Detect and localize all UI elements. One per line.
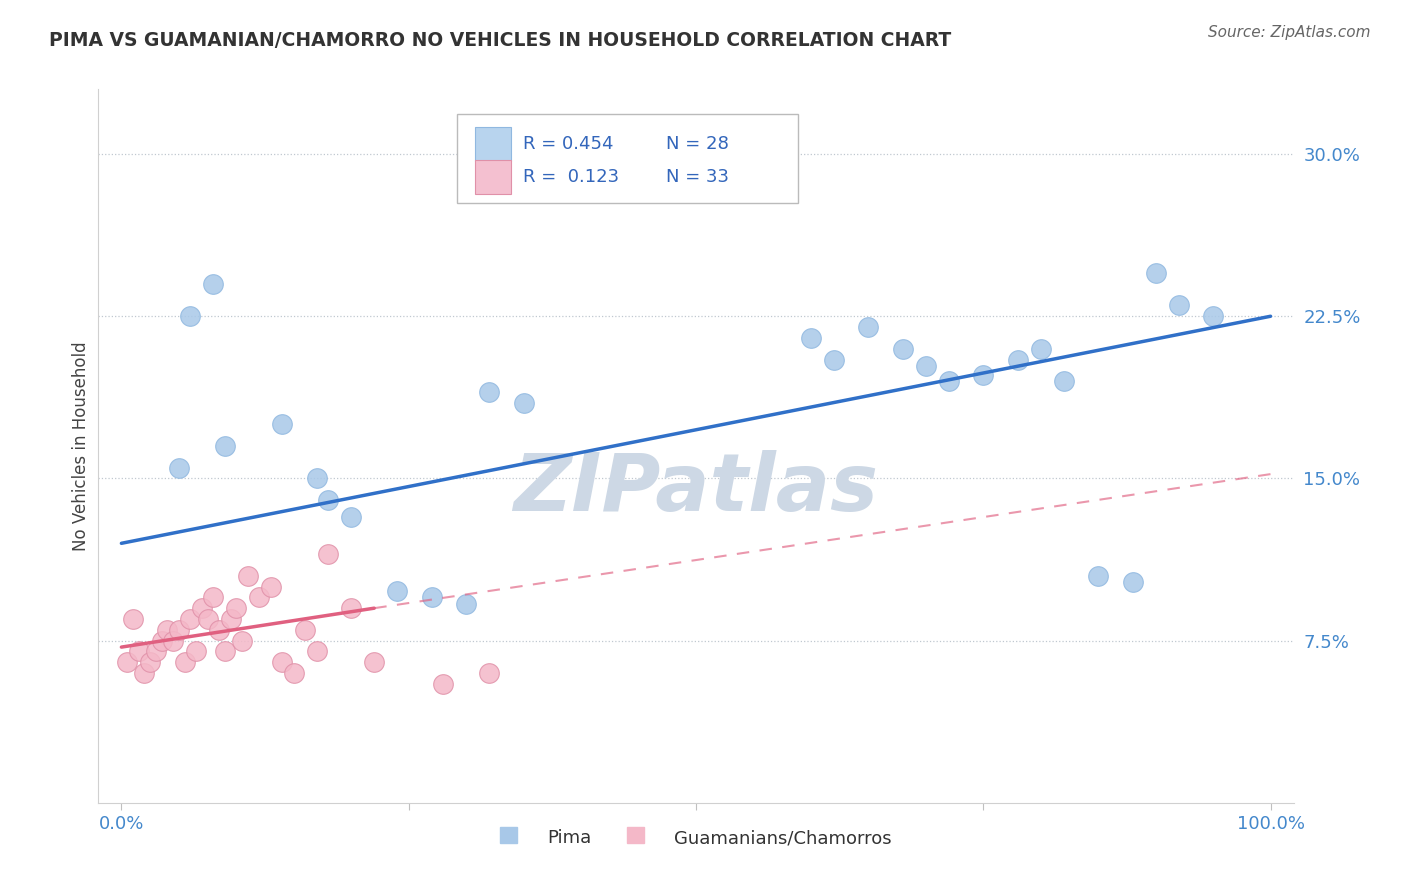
Point — [478, 384, 501, 399]
Point — [420, 591, 443, 605]
Point — [179, 612, 201, 626]
Point — [197, 612, 219, 626]
Point — [173, 655, 195, 669]
Point — [1167, 298, 1189, 312]
Point — [122, 612, 145, 626]
Point — [1087, 568, 1109, 582]
Bar — [475, 160, 510, 194]
Point — [914, 359, 936, 373]
Point — [1029, 342, 1052, 356]
Point — [1122, 575, 1144, 590]
Point — [236, 568, 259, 582]
Point — [340, 601, 363, 615]
Point — [283, 666, 305, 681]
Point — [214, 644, 236, 658]
Point — [115, 655, 138, 669]
Point — [823, 352, 845, 367]
Point — [800, 331, 823, 345]
Point — [305, 644, 328, 658]
Text: R = 0.454: R = 0.454 — [523, 135, 613, 153]
Point — [340, 510, 363, 524]
Text: Source: ZipAtlas.com: Source: ZipAtlas.com — [1208, 25, 1371, 40]
Point — [363, 655, 385, 669]
Point — [305, 471, 328, 485]
Point — [231, 633, 253, 648]
Point — [271, 417, 294, 432]
Point — [225, 601, 247, 615]
Text: N = 33: N = 33 — [666, 168, 730, 186]
Bar — [475, 127, 510, 161]
Point — [260, 580, 283, 594]
Point — [167, 623, 190, 637]
Y-axis label: No Vehicles in Household: No Vehicles in Household — [72, 341, 90, 551]
Point — [385, 583, 409, 598]
Point — [316, 547, 339, 561]
Point — [208, 623, 231, 637]
Point — [156, 623, 179, 637]
Point — [167, 460, 190, 475]
Text: ZIPatlas: ZIPatlas — [513, 450, 879, 528]
Point — [128, 644, 150, 658]
Point — [1053, 374, 1076, 388]
Point — [150, 633, 173, 648]
Point — [316, 493, 339, 508]
Point — [214, 439, 236, 453]
Point — [1144, 266, 1167, 280]
Point — [191, 601, 214, 615]
Point — [247, 591, 270, 605]
Text: R =  0.123: R = 0.123 — [523, 168, 619, 186]
Point — [858, 320, 880, 334]
Point — [972, 368, 994, 382]
Point — [1007, 352, 1029, 367]
Point — [478, 666, 501, 681]
FancyBboxPatch shape — [457, 114, 797, 203]
Point — [202, 277, 225, 291]
Point — [139, 655, 162, 669]
Point — [202, 591, 225, 605]
Point — [294, 623, 316, 637]
Point — [162, 633, 184, 648]
Point — [512, 396, 534, 410]
Point — [184, 644, 207, 658]
Point — [219, 612, 242, 626]
Point — [1202, 310, 1225, 324]
Text: PIMA VS GUAMANIAN/CHAMORRO NO VEHICLES IN HOUSEHOLD CORRELATION CHART: PIMA VS GUAMANIAN/CHAMORRO NO VEHICLES I… — [49, 31, 952, 50]
Point — [179, 310, 201, 324]
Text: N = 28: N = 28 — [666, 135, 728, 153]
Legend: Pima, Guamanians/Chamorros: Pima, Guamanians/Chamorros — [494, 822, 898, 855]
Point — [938, 374, 960, 388]
Point — [271, 655, 294, 669]
Point — [891, 342, 914, 356]
Point — [432, 677, 454, 691]
Point — [456, 597, 478, 611]
Point — [134, 666, 156, 681]
Point — [145, 644, 167, 658]
